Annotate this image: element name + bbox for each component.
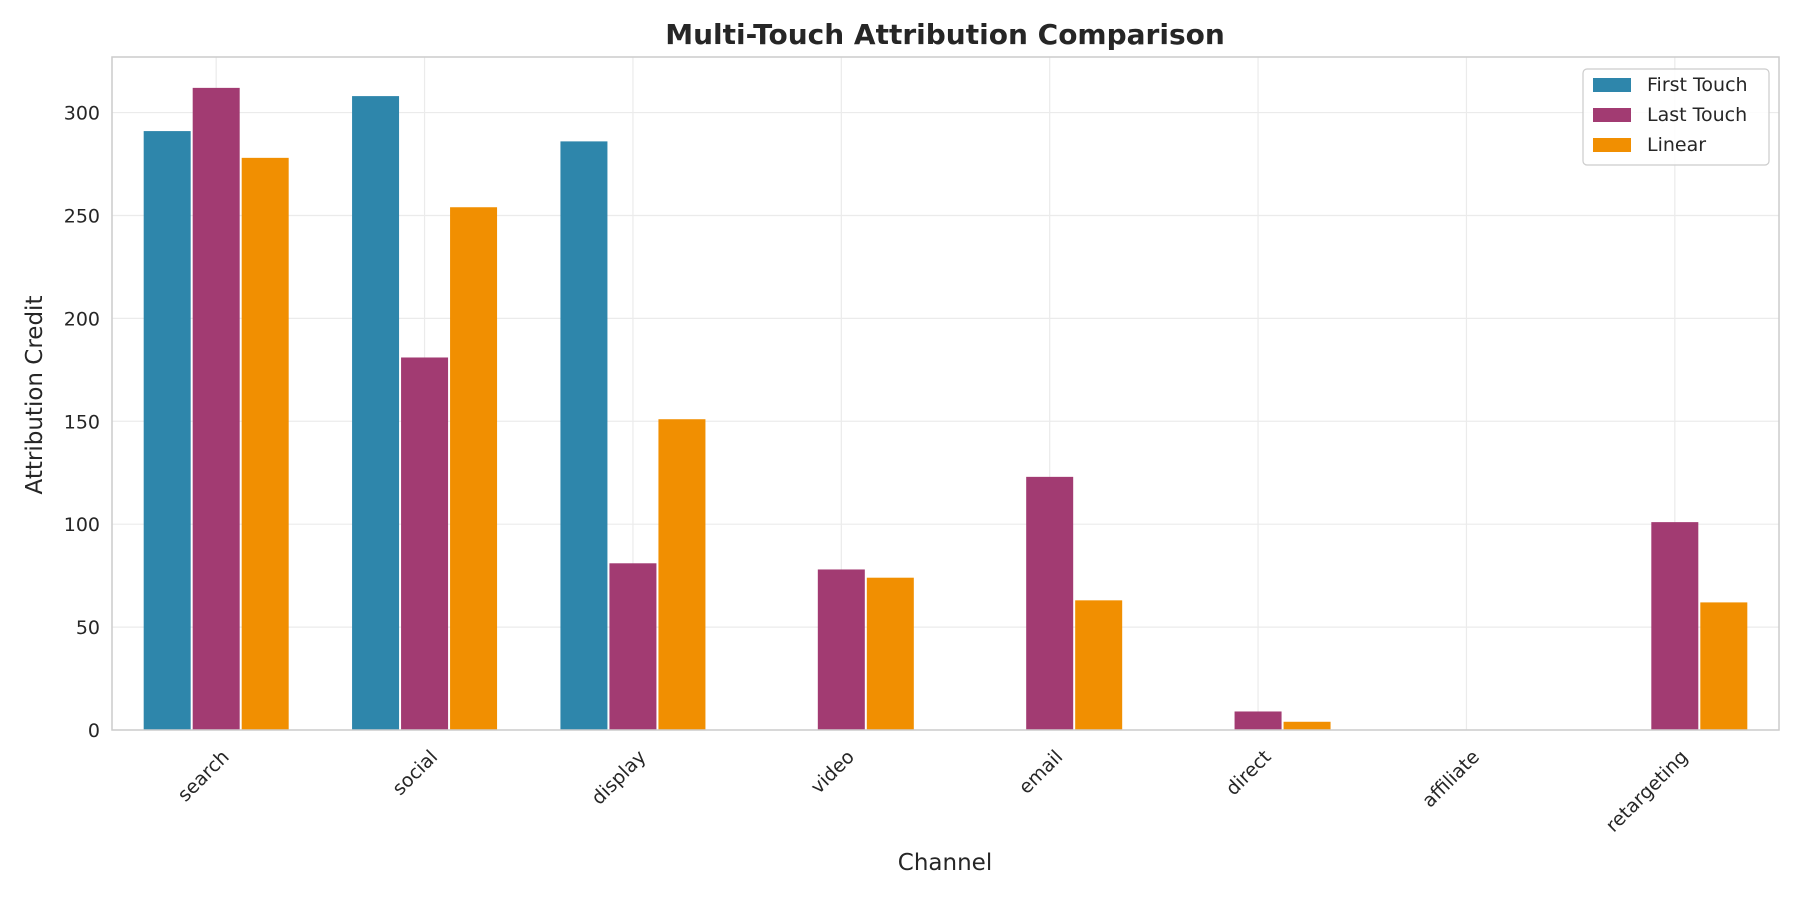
x-axis-ticks: search social display video email direct affil… — [174, 746, 1693, 837]
bar-linear — [450, 207, 498, 731]
bars — [143, 87, 1748, 731]
y-tick-label: 200 — [64, 308, 100, 330]
legend-swatch — [1593, 138, 1631, 152]
plot-area — [111, 56, 1780, 731]
y-tick-label: 300 — [64, 103, 100, 125]
x-tick-label: video — [807, 746, 859, 798]
bar-linear — [1700, 602, 1748, 730]
legend-label: First Touch — [1647, 74, 1748, 96]
y-tick-label: 250 — [64, 205, 100, 227]
y-tick-label: 150 — [64, 411, 100, 433]
bar-last-touch — [1234, 711, 1282, 730]
y-axis-label: Attribution Credit — [22, 296, 48, 495]
legend-swatch — [1593, 108, 1631, 122]
bar-last-touch — [1651, 522, 1699, 730]
y-tick-label: 0 — [88, 720, 100, 742]
bar-last-touch — [401, 357, 449, 730]
x-tick-label: search — [174, 746, 234, 806]
legend: First Touch Last Touch Linear — [1582, 68, 1770, 166]
x-tick-label: email — [1015, 746, 1068, 799]
legend-label: Linear — [1647, 134, 1706, 156]
bar-first-touch — [143, 131, 191, 730]
y-tick-label: 100 — [64, 514, 100, 536]
bar-first-touch — [352, 96, 400, 730]
bar-linear — [658, 419, 706, 730]
x-tick-label: direct — [1222, 746, 1276, 800]
bar-linear — [1075, 600, 1123, 730]
bar-last-touch — [609, 563, 657, 730]
bar-first-touch — [560, 141, 608, 730]
bar-linear — [241, 157, 289, 730]
bar-last-touch — [192, 87, 240, 730]
legend-swatch — [1593, 78, 1631, 92]
bar-linear — [1283, 721, 1331, 730]
legend-label: Last Touch — [1647, 104, 1747, 126]
bar-linear — [866, 577, 914, 730]
x-axis-label: Channel — [898, 850, 992, 876]
y-tick-label: 50 — [76, 617, 100, 639]
bar-last-touch — [817, 569, 865, 730]
x-tick-label: social — [388, 746, 442, 800]
x-tick-label: retargeting — [1602, 746, 1693, 837]
bar-last-touch — [1026, 476, 1074, 730]
x-tick-label: affiliate — [1418, 746, 1484, 812]
x-tick-label: display — [587, 746, 650, 809]
chart-title: Multi-Touch Attribution Comparison — [665, 18, 1225, 51]
y-axis-ticks: 0 50 100 150 200 250 300 — [64, 103, 100, 742]
